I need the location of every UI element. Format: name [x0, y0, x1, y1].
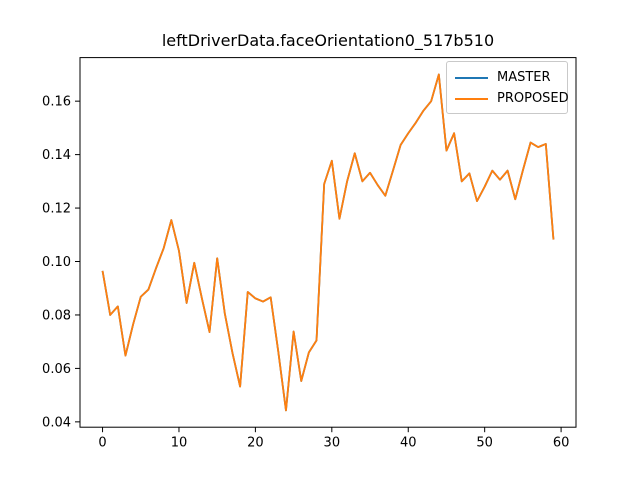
y-tick-label: 0.08	[42, 308, 71, 323]
x-tick-label: 0	[98, 436, 106, 451]
legend-item-proposed: PROPOSED	[447, 88, 569, 109]
x-tick-label: 20	[247, 436, 264, 451]
series-line-master	[101, 73, 555, 412]
y-tick-label: 0.10	[42, 255, 71, 270]
legend-line-sample-proposed-icon	[455, 97, 488, 100]
chart-title: leftDriverData.faceOrientation0_517b510	[161, 31, 495, 50]
x-tick-label: 60	[553, 436, 570, 451]
y-tick-label: 0.06	[42, 362, 71, 377]
y-tick-label: 0.14	[42, 148, 71, 163]
legend-label-proposed: PROPOSED	[497, 91, 569, 106]
y-tick-label: 0.16	[42, 95, 71, 110]
axes-spines	[79, 57, 577, 428]
legend: MASTER PROPOSED	[446, 61, 569, 114]
legend-label-master: MASTER	[497, 70, 551, 85]
x-tick-label: 50	[476, 436, 493, 451]
legend-line-sample-master-icon	[455, 76, 488, 79]
legend-item-master: MASTER	[447, 67, 567, 88]
y-tick-label: 0.12	[42, 202, 71, 217]
y-tick-label: 0.04	[42, 415, 71, 430]
series-line-proposed	[101, 73, 555, 412]
x-tick-label: 40	[400, 436, 417, 451]
x-tick-label: 10	[171, 436, 188, 451]
x-tick-label: 30	[324, 436, 341, 451]
